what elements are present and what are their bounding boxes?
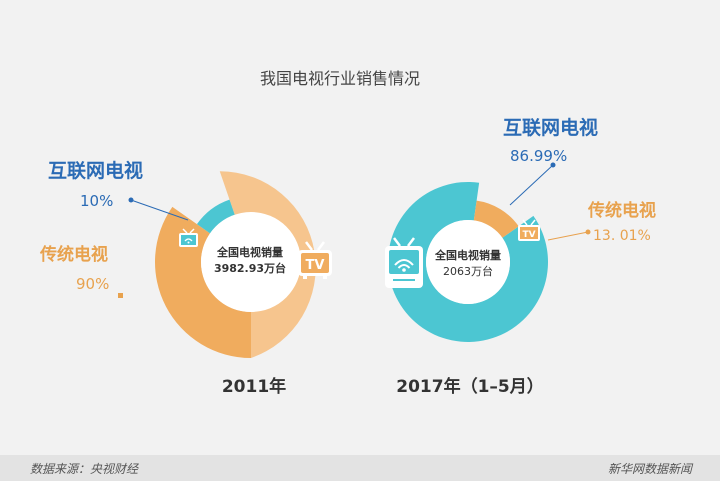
center-label-2011: 全国电视销量 xyxy=(216,245,283,259)
label-internet-2017: 互联网电视 xyxy=(503,116,598,139)
chart-canvas: 我国电视行业销售情况 互联网电视 10% 传统电视 90% 2011年 互联网电… xyxy=(39,69,656,397)
svg-text:TV: TV xyxy=(522,230,535,240)
leader-internet-2017 xyxy=(509,164,554,206)
tv-icon: TV xyxy=(298,241,332,279)
year-label-2017: 2017年（1–5月） xyxy=(396,376,543,397)
center-value-2011: 3982.93万台 xyxy=(214,261,286,275)
label-traditional-2017: 传统电视 xyxy=(587,200,656,221)
chart-title: 我国电视行业销售情况 xyxy=(260,69,420,88)
data-source: 数据来源：央视财经 xyxy=(30,462,139,476)
donut-center-hole xyxy=(201,212,301,312)
value-traditional-2011: 90% xyxy=(76,275,109,293)
leader-traditional-2017 xyxy=(547,231,589,241)
leader-dot-traditional-2017 xyxy=(585,229,591,235)
leader-dot-traditional-2011 xyxy=(118,293,123,298)
tv-icon: TV xyxy=(518,219,540,241)
center-label-2017: 全国电视销量 xyxy=(434,248,501,262)
smart-tv-wifi-icon xyxy=(179,228,198,247)
slice-traditional-2017 xyxy=(473,200,519,238)
leader-internet-2011 xyxy=(130,199,189,221)
label-internet-2011: 互联网电视 xyxy=(48,159,143,182)
slice-internet-2017 xyxy=(388,182,548,342)
brand-label: 新华网数据新闻 xyxy=(607,462,692,476)
slice-traditional-2011-light xyxy=(219,171,316,358)
donut-chart-2017 xyxy=(388,182,548,342)
smart-tv-wifi-icon xyxy=(385,237,423,288)
value-traditional-2017: 13. 01% xyxy=(593,228,651,244)
leader-dot-internet-2017 xyxy=(550,162,556,168)
value-internet-2011: 10% xyxy=(80,192,113,210)
leader-dot-internet-2011 xyxy=(128,197,134,203)
donut-center-hole xyxy=(426,220,510,304)
slice-internet-2011 xyxy=(196,199,235,234)
year-label-2011: 2011年 xyxy=(222,376,286,397)
svg-text:TV: TV xyxy=(306,258,325,273)
leader-lines xyxy=(118,162,591,298)
value-internet-2017: 86.99% xyxy=(510,147,567,165)
footer-bar: 数据来源：央视财经 新华网数据新闻 xyxy=(0,455,720,481)
center-value-2017: 2063万台 xyxy=(443,264,493,278)
label-traditional-2011: 传统电视 xyxy=(39,244,108,265)
